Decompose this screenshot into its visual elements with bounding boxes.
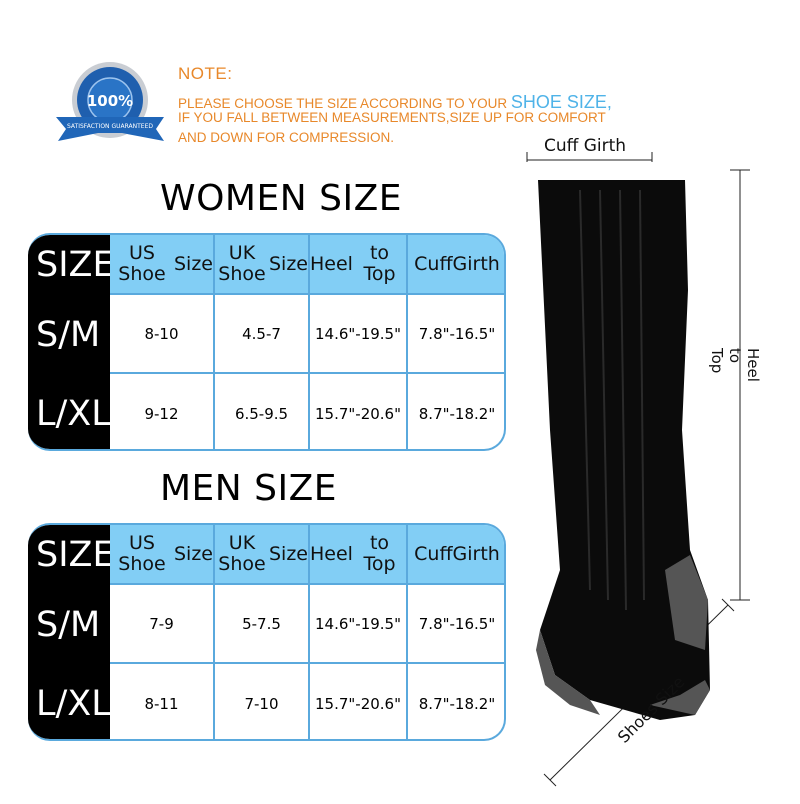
uk-header: UK Shoe Size [215, 525, 310, 585]
uk-header: UK Shoe Size [215, 235, 310, 295]
cuff-cell: 7.8"-16.5" [408, 295, 504, 374]
note-title: NOTE: [178, 64, 233, 83]
us-header: US Shoe Size [110, 525, 215, 585]
men-size-title: MEN SIZE [160, 468, 338, 509]
shoe-size-highlight: SHOE SIZE, [510, 92, 612, 112]
uk-cell: 4.5-7 [215, 295, 310, 374]
uk-cell: 7-10 [215, 664, 310, 739]
cuff-header: Cuff Girth [408, 525, 504, 585]
us-header: US Shoe Size [110, 235, 215, 295]
cuff-cell: 8.7"-18.2" [418, 694, 496, 713]
us-cell: 8-11 [110, 664, 215, 739]
note-line-2: IF YOU FALL BETWEEN MEASUREMENTS,SIZE UP… [178, 110, 606, 125]
note-line-3: AND DOWN FOR COMPRESSION. [178, 130, 395, 145]
size-cell: L/XL [28, 374, 111, 449]
women-size-table: SIZE US Shoe Size UK Shoe Size Heel to Top … [28, 233, 506, 451]
size-cell: L/XL [28, 664, 111, 739]
cuff-girth-label: Cuff Girth [544, 136, 627, 156]
cuff-header: Cuff Girth [408, 235, 504, 295]
men-size-table: SIZE US Shoe Size UK Shoe Size Heel to Top … [28, 523, 506, 741]
women-size-title: WOMEN SIZE [160, 178, 402, 219]
svg-text:100%: 100% [87, 92, 133, 110]
note-line-1: PLEASE CHOOSE THE SIZE ACCORDING TO YOUR… [178, 92, 612, 112]
cuff-cell: 8.7"-18.2" [418, 404, 496, 423]
heel-header: Heel to Top [310, 525, 408, 585]
size-header: SIZE [28, 525, 115, 585]
svg-text:SATISFACTION GUARANTEED: SATISFACTION GUARANTEED [67, 123, 153, 130]
us-cell: 8-10 [110, 295, 215, 374]
uk-cell: 5-7.5 [215, 585, 310, 664]
us-cell: 7-9 [110, 585, 215, 664]
heel-cell: 15.7"-20.6" [310, 664, 408, 739]
heel-header: Heel to Top [310, 235, 408, 295]
heel-to-top-label: Heel to Top [708, 348, 762, 382]
heel-cell: 14.6"-19.5" [310, 585, 408, 664]
heel-cell: 14.6"-19.5" [310, 295, 408, 374]
sock-diagram: Cuff Girth Heel to Top Shoes Size [500, 130, 800, 800]
cuff-cell: 7.8"-16.5" [408, 585, 504, 664]
size-cell: S/M [28, 585, 110, 664]
us-cell: 9-12 [110, 374, 215, 449]
heel-cell: 15.7"-20.6" [310, 374, 408, 449]
uk-cell: 6.5-9.5 [215, 374, 310, 449]
size-cell: S/M [28, 295, 110, 374]
size-header: SIZE [28, 235, 115, 295]
satisfaction-badge: 100% SATISFACTION GUARANTEED [52, 55, 170, 150]
